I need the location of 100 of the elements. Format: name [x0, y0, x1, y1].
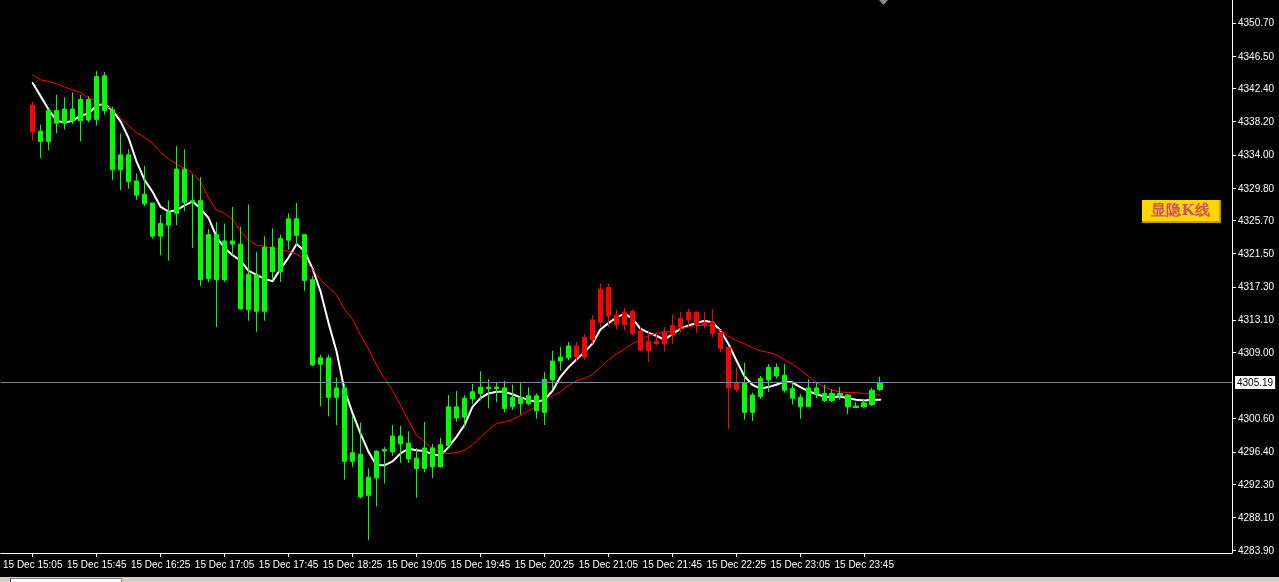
- candlestick: [110, 106, 115, 181]
- candlestick: [845, 393, 851, 415]
- candlestick: [798, 393, 803, 420]
- candlestick: [102, 71, 107, 116]
- candlestick: [837, 386, 843, 401]
- x-tick-label: 15 Dec 23:05: [770, 558, 831, 570]
- candlestick: [270, 227, 275, 281]
- y-tick-label: 4350.70: [1238, 17, 1275, 29]
- candlestick: [342, 383, 347, 481]
- x-tick-label: 15 Dec 23:45: [834, 558, 895, 570]
- candlestick: [662, 326, 667, 353]
- candlestick: [853, 401, 859, 409]
- candlestick: [782, 363, 787, 394]
- candlestick: [734, 366, 739, 393]
- candlestick: [150, 202, 155, 240]
- candlestick: [590, 314, 595, 345]
- candlestick: [486, 378, 491, 409]
- y-tick-label: 4313.10: [1238, 314, 1275, 326]
- x-tick-label: 15 Dec 22:25: [706, 558, 767, 570]
- candlestick: [46, 108, 51, 151]
- y-tick-label: 4342.40: [1238, 82, 1275, 94]
- candlestick: [454, 390, 459, 423]
- candlestick: [206, 228, 211, 283]
- candlestick: [814, 382, 819, 399]
- candlestick: [142, 165, 147, 207]
- candlestick: [542, 371, 547, 426]
- candlestick: [750, 392, 755, 422]
- candlestick: [230, 206, 235, 256]
- candlestick: [126, 148, 131, 190]
- candlestick: [294, 202, 299, 247]
- y-tick-label: 4329.80: [1238, 182, 1275, 194]
- candlestick: [574, 341, 579, 363]
- candlestick: [222, 223, 227, 283]
- candlestick: [254, 251, 259, 333]
- candlestick: [790, 382, 795, 405]
- candlestick: [861, 398, 867, 409]
- candlestick: [638, 326, 643, 353]
- candlestick: [278, 234, 283, 283]
- y-tick-label: 4338.20: [1238, 116, 1275, 128]
- candlestick: [646, 331, 651, 363]
- candlestick: [877, 376, 883, 392]
- candlestick: [326, 354, 331, 417]
- candlestick: [766, 363, 771, 393]
- candlestick: [654, 332, 659, 346]
- candlestick: [622, 307, 627, 331]
- candlestick: [518, 382, 523, 416]
- x-tick-label: 15 Dec 21:45: [642, 558, 703, 570]
- candlestick: [350, 415, 355, 468]
- x-tick-label: 15 Dec 18:25: [322, 558, 383, 570]
- candlestick: [718, 332, 723, 353]
- candlestick: [390, 424, 395, 457]
- y-tick-label: 4292.30: [1238, 478, 1275, 490]
- candlestick: [526, 386, 531, 406]
- candlestick: [166, 200, 171, 262]
- candlestick: [630, 309, 635, 337]
- y-tick-label: 4325.70: [1238, 214, 1275, 226]
- candlestick: [534, 392, 539, 420]
- x-tick-label: 15 Dec 19:45: [450, 558, 511, 570]
- candlestick: [478, 370, 483, 402]
- candlestick: [598, 283, 603, 328]
- candlestick: [494, 381, 499, 403]
- candlestick: [422, 421, 427, 473]
- candlestick: [174, 145, 179, 226]
- candlestick: [118, 133, 123, 191]
- candlestick: [366, 467, 371, 541]
- candlestick: [694, 311, 699, 334]
- candlestick: [198, 176, 203, 287]
- candlestick: [54, 94, 59, 135]
- candlestick: [470, 383, 475, 405]
- button: 显隐K线: [1142, 200, 1221, 223]
- candlestick: [869, 387, 875, 407]
- candlestick: [78, 94, 83, 142]
- y-tick-label: 4317.30: [1238, 281, 1275, 293]
- candlestick: [430, 443, 435, 479]
- candlestick: [742, 362, 747, 420]
- x-tick-label: 15 Dec 19:05: [386, 558, 447, 570]
- candlestick: [238, 226, 243, 311]
- candlestick: [246, 204, 251, 322]
- candlestick: [702, 311, 707, 330]
- candlestick: [822, 384, 827, 403]
- x-tick-label: 15 Dec 15:05: [2, 558, 63, 570]
- candlestick: [214, 221, 219, 328]
- candlestick: [302, 233, 307, 292]
- y-tick-label: 4321.50: [1238, 248, 1275, 260]
- x-tick-label: 15 Dec 15:45: [66, 558, 127, 570]
- candlestick: [334, 377, 339, 426]
- x-tick-label: 15 Dec 17:05: [194, 558, 255, 570]
- y-tick-label: 4288.10: [1238, 511, 1275, 523]
- candlestick: [686, 308, 691, 328]
- candlestick: [38, 124, 43, 159]
- candlestick: [318, 354, 323, 407]
- candlestick: [438, 437, 443, 468]
- candlestick: [502, 380, 507, 413]
- candlestick: [446, 394, 451, 447]
- candlestick: [606, 283, 611, 328]
- candlestick: [262, 235, 267, 322]
- y-tick-label: 4309.00: [1238, 346, 1275, 358]
- candlestick: [414, 447, 419, 499]
- candlestick: [710, 309, 715, 338]
- candlestick: [462, 394, 467, 428]
